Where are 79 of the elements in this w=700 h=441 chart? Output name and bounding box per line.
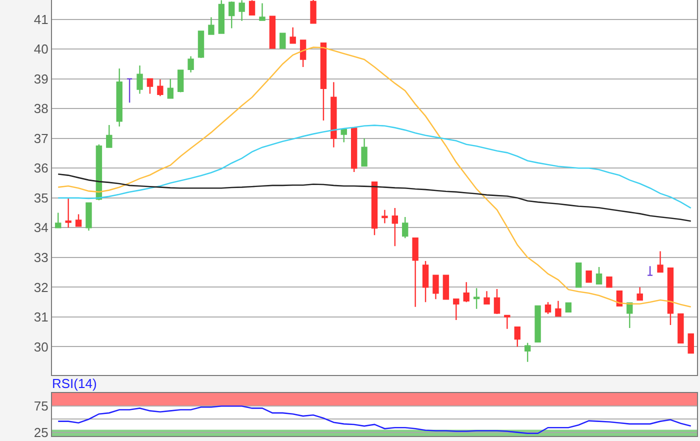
- candlestick: [473, 288, 480, 310]
- candlestick: [330, 82, 337, 148]
- y-tick-label: 38: [34, 101, 48, 116]
- candlestick: [300, 40, 306, 68]
- candlestick: [75, 214, 82, 227]
- y-tick-label: 39: [34, 71, 48, 86]
- y-tick-label: 35: [34, 190, 48, 206]
- candlestick: [412, 238, 418, 308]
- candlestick: [463, 282, 470, 303]
- candlestick: [484, 290, 490, 304]
- candlestick: [555, 300, 562, 317]
- candlestick: [136, 64, 143, 94]
- candlestick: [544, 301, 552, 315]
- candlestick: [290, 26, 296, 44]
- candlestick: [116, 68, 122, 128]
- candlestick: [565, 302, 572, 312]
- candlestick: [576, 262, 582, 288]
- candlestick: [402, 216, 408, 239]
- candlestick: [167, 78, 174, 99]
- candlestick: [646, 265, 654, 276]
- candlestick: [494, 288, 500, 315]
- chart-title: RSI(14): [52, 376, 97, 392]
- y-tick-label: 34: [34, 220, 48, 236]
- candlestick: [678, 313, 684, 344]
- candlestick: [636, 286, 643, 301]
- y-tick-label: 32: [34, 280, 48, 295]
- candlestick: [382, 209, 388, 224]
- line-series: [57, 124, 692, 209]
- candlestick: [657, 250, 664, 273]
- candlestick: [453, 298, 460, 321]
- candlestick: [422, 260, 429, 303]
- y-tick-label: 25: [34, 424, 48, 440]
- candlestick: [514, 326, 520, 348]
- candlestick: [688, 333, 694, 354]
- y-tick-label: 41: [34, 12, 48, 27]
- candlestick: [392, 207, 398, 247]
- candlestick: [442, 274, 450, 300]
- candlestick: [238, 0, 245, 22]
- y-tick-label: 40: [34, 42, 48, 57]
- candlestick: [106, 124, 112, 148]
- candlestick: [596, 266, 602, 285]
- candlestick: [218, 0, 225, 34]
- candlestick: [157, 78, 164, 97]
- candlestick: [524, 342, 531, 362]
- candlestick: [55, 212, 62, 228]
- y-tick-label: 30: [34, 339, 48, 354]
- line-series: [57, 173, 692, 222]
- candlestick: [126, 78, 133, 104]
- candlestick: [586, 270, 592, 283]
- line-series: [57, 405, 692, 434]
- y-tick-label: 33: [34, 250, 48, 265]
- candlestick: [310, 0, 316, 24]
- candlestick: [340, 128, 347, 143]
- candlestick: [504, 314, 510, 330]
- candlestick: [320, 42, 327, 122]
- candlestick: [432, 274, 439, 300]
- candlestick: [259, 2, 266, 21]
- candlestick: [361, 138, 368, 167]
- candlestick: [280, 32, 286, 49]
- candlestick: [146, 78, 154, 94]
- line-series: [57, 46, 692, 308]
- candlestick: [86, 202, 92, 232]
- candlestick: [228, 0, 235, 29]
- y-tick-label: 31: [34, 310, 48, 325]
- candlestick: [606, 276, 612, 288]
- candlestick: [65, 197, 72, 228]
- y-tick-label: 36: [34, 160, 48, 176]
- y-tick-label: 75: [34, 398, 48, 414]
- candlestick: [350, 128, 358, 173]
- candlestick: [188, 56, 194, 73]
- candlestick: [177, 69, 184, 93]
- candlestick: [248, 0, 256, 16]
- candlestick: [269, 16, 276, 49]
- candlestick: [534, 305, 541, 343]
- candlestick: [198, 30, 204, 59]
- y-tick-label: 37: [34, 130, 48, 146]
- candlestick: [371, 182, 378, 236]
- candlestick: [667, 268, 674, 326]
- candlestick: [208, 16, 214, 35]
